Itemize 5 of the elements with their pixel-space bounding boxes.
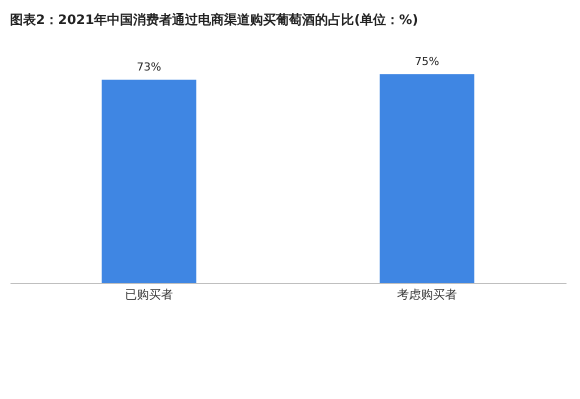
x-tick-label: 考虑购买者 xyxy=(397,288,457,302)
chart-title: 图表2：2021年中国消费者通过电商渠道购买葡萄酒的占比(单位：%) xyxy=(10,12,418,28)
x-tick-label: 已购买者 xyxy=(125,288,173,302)
data-label: 75% xyxy=(414,55,440,68)
data-label: 73% xyxy=(136,60,162,74)
